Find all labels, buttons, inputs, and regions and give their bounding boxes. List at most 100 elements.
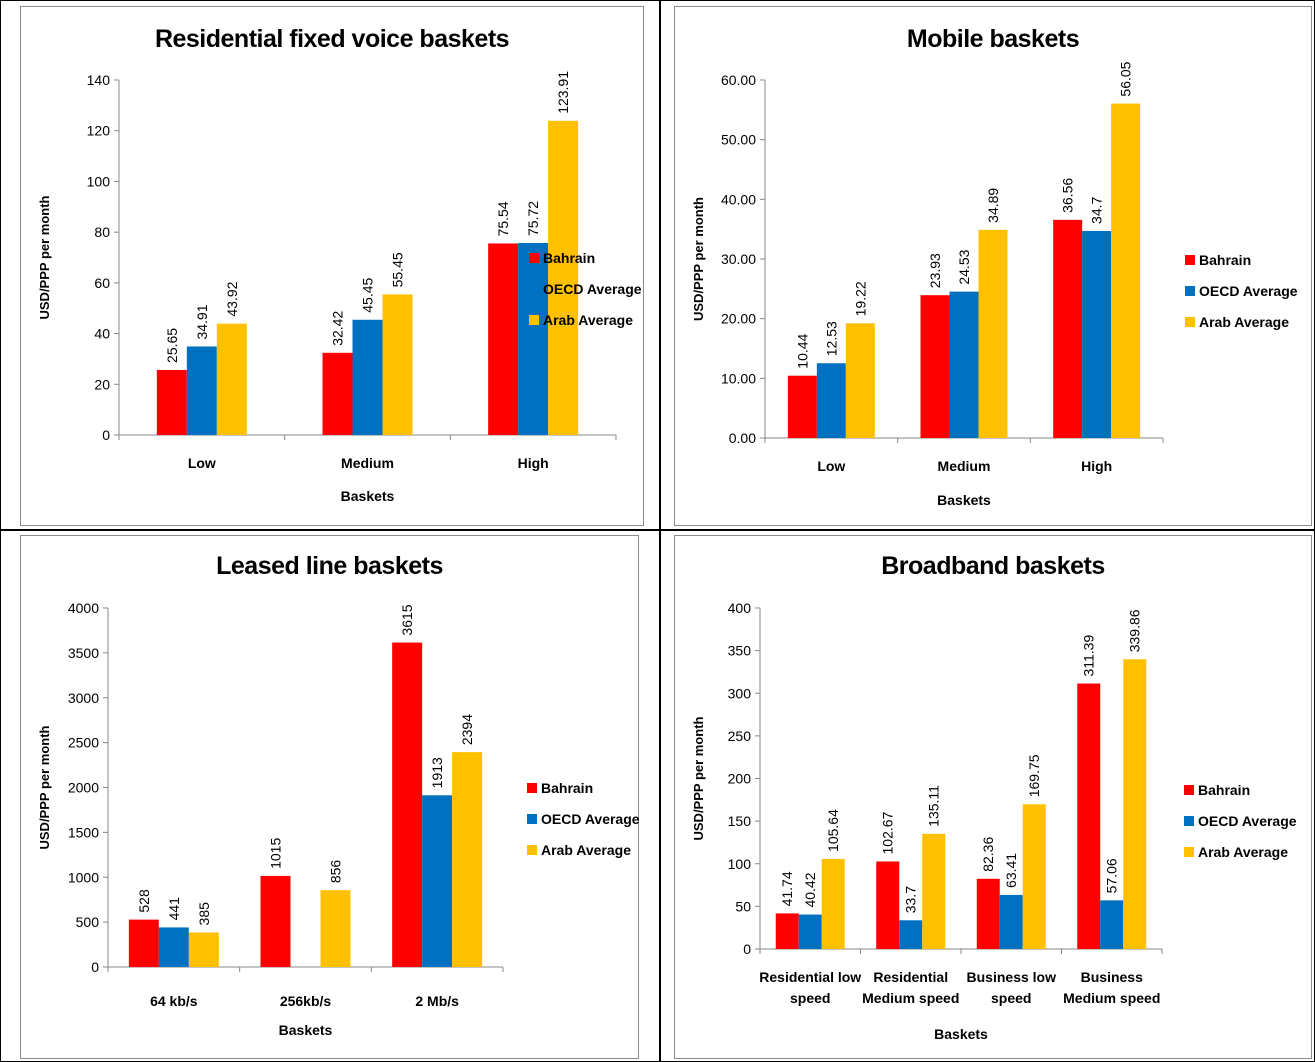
data-label: 102.67 [880,811,896,854]
bar-arab-average [320,890,351,967]
data-label: 63.41 [1003,853,1019,888]
y-tick-label: 60.00 [721,72,756,88]
bar-arab-average [1111,103,1141,439]
data-label: 441 [166,897,182,921]
legend-label: OECD Average [1198,813,1297,829]
data-label: 135.11 [926,785,942,827]
y-tick-label: 80 [94,224,110,240]
bar-oecd-average [816,363,846,438]
legend-label: OECD Average [1199,283,1298,299]
data-label: 55.45 [390,252,406,287]
chart-title: Residential fixed voice baskets [154,25,510,53]
data-label: 123.91 [555,71,571,114]
chart-svg: 0 50 100 150 200 250 300 350 400 41.74 40.42 105.64… [691,600,1297,1042]
legend-swatch [1184,816,1194,826]
category-label: Medium speed [862,990,959,1006]
y-tick-label: 2500 [68,735,99,751]
y-tick-label: 100 [87,173,111,189]
bar-arab-average [188,932,219,967]
category-label: Medium [341,455,394,471]
y-tick-label: 20 [94,376,110,392]
y-tick-label: 40 [94,326,110,342]
legend-label: Bahrain [1198,782,1250,798]
y-tick-label: 50 [735,898,751,914]
chart-svg: 0 20 40 60 80 100 120 140 25.65 34.91 43.92 Low 32.4… [37,71,642,504]
bar-arab-average [821,858,845,949]
y-tick-label: 400 [728,600,752,616]
data-label: 19.22 [852,281,868,316]
data-label: 385 [196,902,212,926]
data-label: 57.06 [1104,858,1120,893]
bar-oecd-average [899,920,923,949]
bar-oecd-average [186,346,217,435]
y-tick-label: 0 [102,427,110,443]
chart-title: Broadband baskets [881,552,1105,580]
legend-label: Arab Average [543,312,633,328]
bar-arab-average [382,294,413,435]
y-tick-label: 0 [91,959,99,975]
vertical-divider [659,0,661,1062]
bar-bahrain [775,913,799,949]
data-label: 311.39 [1081,635,1097,677]
legend-swatch [1184,847,1194,857]
bar-bahrain [128,919,159,967]
category-label: High [518,455,549,471]
data-label: 10.44 [794,333,810,368]
legend-swatch [1185,286,1195,296]
bar-bahrain [787,375,817,438]
category-label: Business [1081,969,1143,985]
bar-oecd-average [999,894,1023,949]
legend-swatch [529,284,539,294]
y-tick-label: 20.00 [721,311,756,327]
y-tick-label: 30.00 [721,251,756,267]
chart-svg: 0.00 10.00 20.00 30.00 40.00 50.00 60.00 10.44 1… [691,61,1298,508]
bar-bahrain [322,352,353,435]
bar-arab-average [452,752,483,967]
data-label: 34.89 [985,188,1001,223]
bar-oecd-average [1082,230,1112,438]
y-tick-label: 60 [94,275,110,291]
bar-bahrain [920,295,950,438]
y-axis-title: USD/PPP per month [691,716,706,840]
category-label: Medium [938,458,991,474]
legend-label: OECD Average [541,811,640,827]
bar-bahrain [976,878,1000,949]
bar-bahrain [156,369,187,435]
bar-oecd-average [422,795,453,967]
bar-arab-average [845,323,875,438]
data-label: 12.53 [823,321,839,356]
data-label: 1913 [429,757,445,788]
y-tick-label: 4000 [68,600,99,616]
bar-bahrain [260,875,291,967]
category-label: Low [188,455,216,471]
bar-bahrain [392,642,423,967]
category-label: speed [790,990,830,1006]
bar-oecd-average [949,291,979,438]
chart-title: Leased line baskets [216,552,443,580]
data-label: 24.53 [956,249,972,284]
legend-swatch [1184,785,1194,795]
y-tick-label: 250 [728,728,752,744]
legend-swatch [529,315,539,325]
y-tick-label: 120 [87,123,111,139]
data-label: 856 [328,860,344,884]
y-axis-title: USD/PPP per month [691,197,706,321]
legend-label: Bahrain [543,250,595,266]
chart-title: Mobile baskets [906,25,1080,53]
bar-arab-average [922,833,946,949]
data-label: 34.91 [194,304,210,339]
category-label: Residential [873,969,948,985]
legend-label: Bahrain [541,780,593,796]
data-label: 75.72 [525,201,541,236]
category-label: 256kb/s [280,993,332,1009]
data-label: 82.36 [980,837,996,872]
data-label: 2394 [459,714,475,745]
data-label: 339.86 [1127,609,1143,652]
category-label: 2 Mb/s [415,993,459,1009]
category-label: speed [991,990,1031,1006]
chart-panel-leased-line: Leased line baskets 0 500 1000 1500 2000 2500… [20,535,640,1059]
x-axis-title: Baskets [341,488,395,504]
x-axis-title: Baskets [937,492,991,508]
legend-label: OECD Average [543,281,642,297]
